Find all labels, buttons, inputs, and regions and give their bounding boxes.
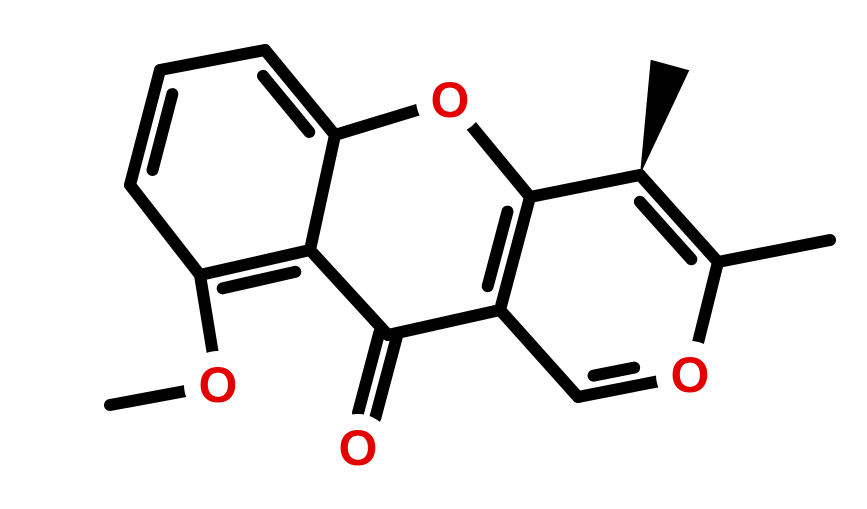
atom-17-label: O [199, 357, 238, 413]
bond-11-13-inner [594, 368, 635, 376]
atom-13-label: O [671, 347, 710, 403]
atom-7-label: O [431, 72, 470, 128]
atom-9-label: O [339, 420, 378, 476]
molecule-diagram: O O O O [0, 0, 867, 509]
